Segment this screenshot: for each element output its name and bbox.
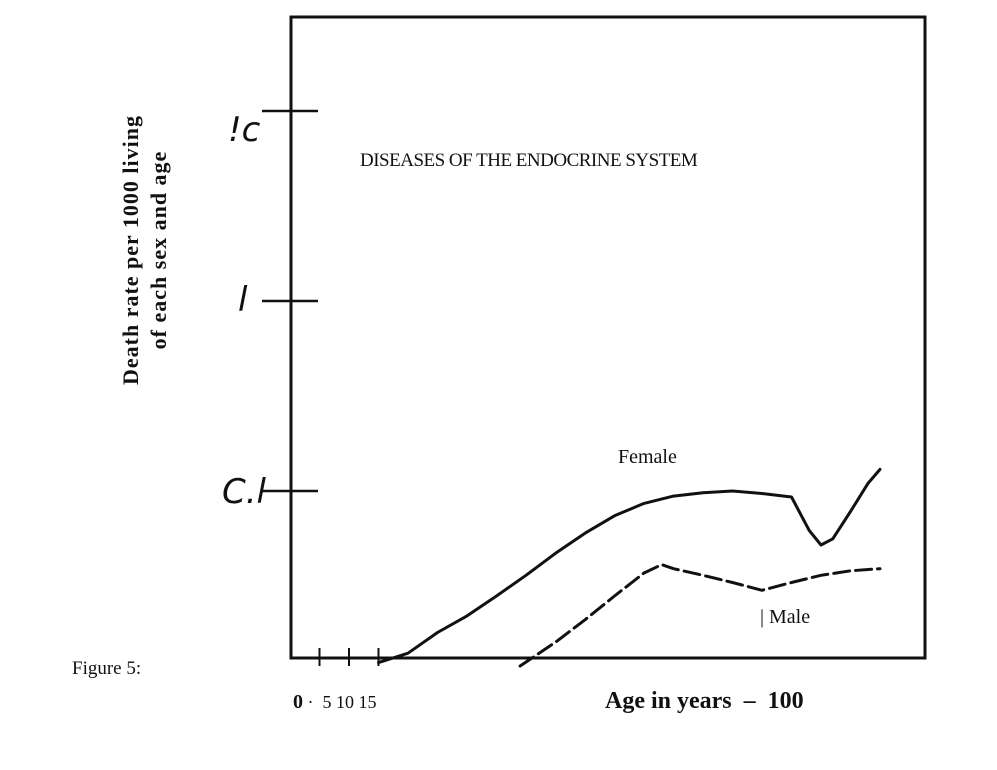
x-tick-labels: 0 · 5 10 15 bbox=[293, 691, 377, 714]
y-axis-title: Death rate per 1000 living of each sex a… bbox=[117, 115, 173, 385]
y-tick-label-1: l bbox=[238, 280, 248, 320]
y-axis-title-wrap: Death rate per 1000 living of each sex a… bbox=[70, 70, 220, 430]
y-tick-label-10: !с bbox=[228, 110, 261, 150]
figure-label: Figure 5: bbox=[72, 658, 142, 679]
x-axis-title-text: Age in years bbox=[605, 688, 732, 714]
series-line-female bbox=[377, 467, 882, 665]
x-tick-label-0: 0 bbox=[293, 691, 303, 713]
series-line-male bbox=[518, 563, 882, 668]
series-label-male-wrap: | Male bbox=[760, 606, 810, 629]
axis-ticks bbox=[262, 109, 380, 666]
x-tick-label-100: 100 bbox=[767, 688, 804, 714]
series-label-male-marker: | bbox=[760, 606, 770, 628]
x-tick-label-5-10-15: 5 10 15 bbox=[322, 692, 377, 712]
series-label-male: Male bbox=[769, 606, 811, 628]
series-label-female: Female bbox=[618, 446, 677, 468]
y-tick-label-0-1: C.l bbox=[222, 472, 266, 512]
plot-frame bbox=[289, 15, 927, 660]
y-axis-title-line2: of each sex and age bbox=[146, 150, 171, 350]
series-layer bbox=[377, 467, 882, 668]
x-tick-label-dot: · bbox=[307, 692, 314, 712]
x-axis-title: Age in years – 100 bbox=[605, 688, 804, 715]
y-axis-title-line1: Death rate per 1000 living bbox=[118, 114, 143, 386]
chart-title: DISEASES OF THE ENDOCRINE SYSTEM bbox=[360, 150, 698, 171]
x-axis-title-dash: – bbox=[743, 688, 756, 714]
